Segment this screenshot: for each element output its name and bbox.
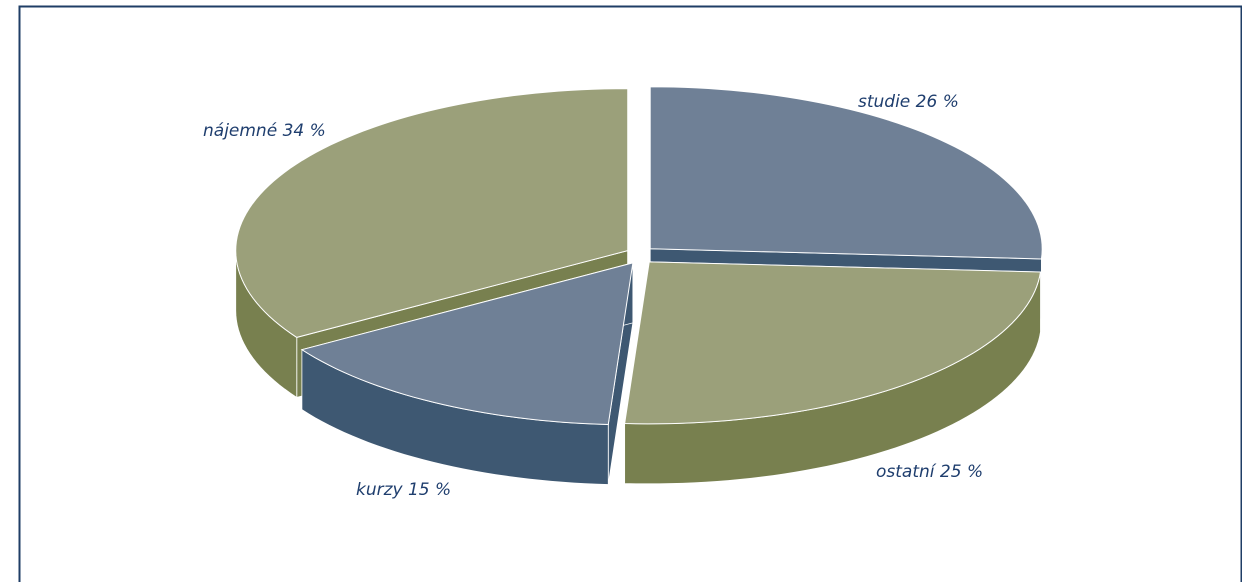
slices-layer (235, 86, 1043, 485)
pie-slice-ostatni (624, 261, 1042, 485)
slice-label-studie: studie 26 % (858, 92, 959, 112)
slice-top-kurzy (300, 262, 634, 426)
slice-top-najemne (235, 88, 629, 338)
pie-slice-kurzy (300, 262, 634, 485)
slice-top-ostatni (624, 261, 1042, 425)
slice-label-kurzy: kurzy 15 % (356, 480, 451, 500)
labels-layer: studie 26 % ostatní 25 % kurzy 15 % náje… (203, 92, 983, 500)
slice-label-ostatni: ostatní 25 % (876, 462, 983, 482)
slice-top-studie (649, 86, 1043, 260)
slice-label-najemne: nájemné 34 % (203, 121, 326, 141)
